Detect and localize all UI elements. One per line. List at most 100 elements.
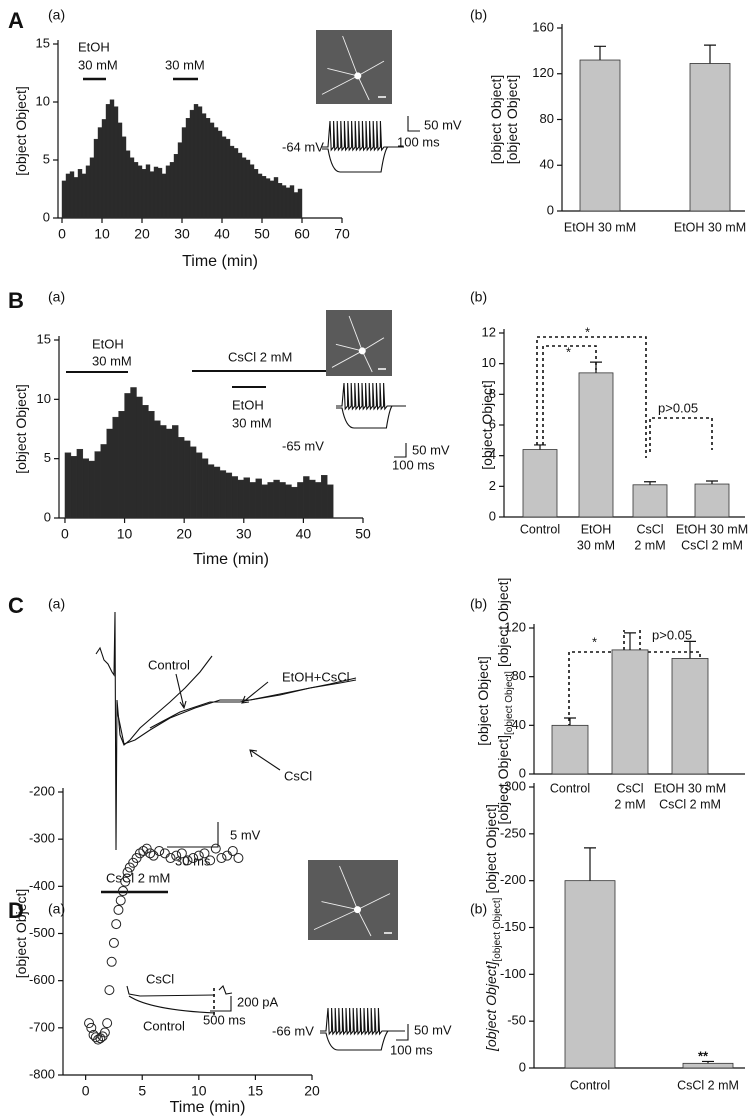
bar <box>225 472 233 519</box>
bar <box>213 466 221 519</box>
point <box>86 1022 97 1033</box>
bar <box>245 159 251 219</box>
x-tick-label: 50 <box>254 226 270 242</box>
bar <box>130 387 137 519</box>
bar <box>611 649 649 775</box>
bar <box>77 169 83 219</box>
y-tick-label: 0 <box>43 209 50 224</box>
bar <box>233 148 239 219</box>
y-axis-label: [object Object][object Object][object Ob… <box>483 804 503 1052</box>
bar <box>149 171 155 219</box>
y-axis-label-part: [object Object] <box>492 897 503 961</box>
y-tick-label: 10 <box>36 93 50 108</box>
x-axis-label: Time (min) <box>182 253 258 270</box>
y-tick-label: 0 <box>489 508 496 523</box>
bar <box>315 482 322 519</box>
bar <box>209 122 215 219</box>
point <box>102 1018 113 1029</box>
x-tick-label: 40 <box>214 226 230 242</box>
bar <box>195 452 203 519</box>
bar <box>219 470 227 519</box>
error-bar <box>624 632 636 650</box>
bar <box>261 484 268 519</box>
bar <box>141 169 147 219</box>
subpanel-label: (b) <box>470 596 487 612</box>
x-tick-label: CsCl <box>616 781 643 795</box>
bar <box>237 152 243 219</box>
annotation: -66 mV <box>272 1023 314 1038</box>
subpanel-label: (b) <box>470 289 487 305</box>
y-tick-label: 15 <box>36 35 50 50</box>
y-tick-label: 5 <box>43 151 50 166</box>
annotation: 30 mM <box>232 415 272 430</box>
bar <box>64 452 72 519</box>
bar <box>148 411 155 519</box>
point <box>182 855 193 866</box>
bar <box>217 130 223 219</box>
annotation: Control <box>148 657 190 672</box>
subpanel-label: (a) <box>48 901 65 917</box>
annotation: 50 mV <box>424 117 462 132</box>
bar <box>85 165 91 219</box>
bar <box>243 477 250 519</box>
y-axis-label-part: [object Object] <box>483 960 499 1052</box>
y-tick-label: -150 <box>500 919 526 934</box>
y-tick-label: 120 <box>532 65 554 80</box>
bar <box>297 188 303 219</box>
bar <box>253 169 259 219</box>
x-tick-label: 10 <box>191 1083 207 1099</box>
annotation: 30 mM <box>165 57 205 72</box>
subpanel-label: (a) <box>48 7 65 23</box>
y-tick-label: -100 <box>500 966 526 981</box>
annotation: p>0.05 <box>652 627 692 642</box>
bar <box>89 157 95 219</box>
y-axis-label-part: [object Object] <box>495 735 511 825</box>
trace <box>116 679 357 745</box>
error-bar <box>702 1060 714 1064</box>
bar <box>70 456 78 519</box>
point <box>115 895 126 906</box>
trace <box>95 611 213 851</box>
bar <box>241 157 247 219</box>
bar <box>249 482 256 519</box>
annotation: 500 ms <box>203 1012 246 1027</box>
y-tick-label: 80 <box>512 668 526 683</box>
bar <box>165 165 171 219</box>
x-tick-label: 20 <box>134 226 150 242</box>
bar <box>303 476 310 519</box>
point <box>104 985 115 996</box>
scale-bar <box>407 116 420 132</box>
y-tick-label: 15 <box>37 331 51 346</box>
x-tick-label: Control <box>570 1078 610 1092</box>
bar <box>178 437 185 519</box>
subpanel-label: (b) <box>470 901 487 917</box>
x-tick-label: 0 <box>61 526 69 542</box>
x-tick-label: 20 <box>304 1083 320 1099</box>
annotation: EtOH <box>92 336 124 351</box>
bar <box>201 458 209 519</box>
bar <box>82 458 90 519</box>
trace <box>218 985 233 995</box>
point <box>108 937 119 948</box>
x-tick-label: 30 <box>236 526 252 542</box>
y-axis-label-part: [object Object] <box>488 75 504 165</box>
neuron <box>321 35 385 101</box>
point <box>188 853 199 864</box>
bar <box>321 475 328 519</box>
error-bar <box>706 480 718 485</box>
annotation: 50 mV <box>414 1022 452 1037</box>
x-tick-label: 2 mM <box>634 538 665 552</box>
annotation: CsCl <box>284 768 312 783</box>
neuron <box>331 315 385 373</box>
bar <box>578 372 614 518</box>
x-tick-label: EtOH 30 mM <box>674 220 746 234</box>
point <box>120 876 131 887</box>
y-tick-label: -800 <box>29 1066 55 1081</box>
y-axis-label: [object Object] <box>504 75 520 165</box>
x-tick-label: 60 <box>294 226 310 242</box>
bar <box>309 479 316 519</box>
point <box>216 853 227 864</box>
annotation: * <box>566 344 571 359</box>
bar <box>193 104 199 219</box>
bar <box>185 118 191 219</box>
